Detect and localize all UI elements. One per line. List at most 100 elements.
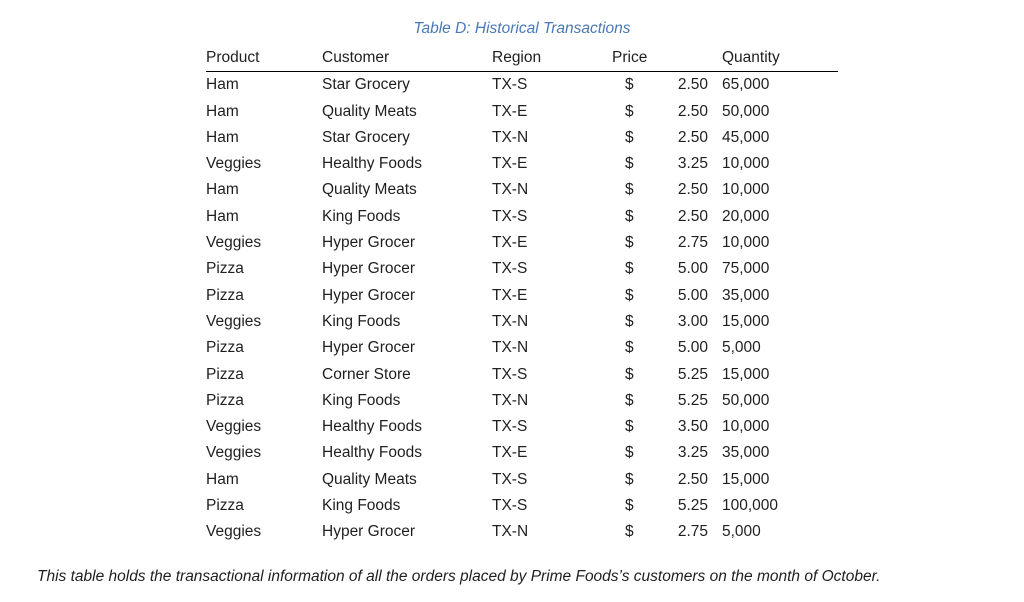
cell-region: TX-E: [492, 286, 528, 304]
currency-symbol: $: [625, 365, 634, 383]
currency-symbol: $: [625, 391, 634, 409]
cell-region: TX-S: [492, 365, 528, 383]
cell-customer: Quality Meats: [322, 181, 417, 199]
cell-customer: Quality Meats: [322, 470, 417, 488]
currency-symbol: $: [625, 286, 634, 304]
table-row: Ham Quality Meats TX-S $ 2.50 15,000: [206, 467, 838, 493]
cell-product: Veggies: [206, 312, 262, 330]
cell-customer: Hyper Grocer: [322, 260, 416, 278]
table-row: Veggies Hyper Grocer TX-E $ 2.75 10,000: [206, 230, 838, 256]
cell-product: Veggies: [206, 418, 262, 436]
cell-region: TX-S: [492, 76, 528, 94]
price-value: 2.50: [677, 128, 708, 146]
price-value: 3.25: [677, 444, 708, 462]
cell-region: TX-S: [492, 418, 528, 436]
cell-product: Ham: [206, 207, 239, 225]
cell-product: Ham: [206, 76, 239, 94]
cell-quantity: 65,000: [722, 76, 770, 94]
currency-symbol: $: [625, 181, 634, 199]
cell-quantity: 50,000: [722, 102, 770, 120]
cell-product: Veggies: [206, 155, 262, 173]
price-value: 5.00: [677, 260, 708, 278]
cell-price: $ 2.50: [612, 72, 722, 99]
table-row: Ham Star Grocery TX-S $ 2.50 65,000: [206, 72, 838, 99]
table-row: Pizza Hyper Grocer TX-E $ 5.00 35,000: [206, 283, 838, 309]
cell-product: Veggies: [206, 523, 262, 541]
cell-customer: Star Grocery: [322, 128, 410, 146]
table-row: Veggies Healthy Foods TX-E $ 3.25 35,000: [206, 440, 838, 466]
cell-customer: Star Grocery: [322, 76, 410, 94]
cell-product: Pizza: [206, 497, 244, 515]
table-row: Pizza Hyper Grocer TX-N $ 5.00 5,000: [206, 335, 838, 361]
currency-symbol: $: [625, 102, 634, 120]
table-title: Table D: Historical Transactions: [413, 20, 631, 37]
cell-product: Pizza: [206, 260, 244, 278]
table-row: Veggies Healthy Foods TX-E $ 3.25 10,000: [206, 151, 838, 177]
cell-price: $ 2.50: [612, 99, 722, 125]
cell-customer: Healthy Foods: [322, 155, 422, 173]
cell-region: TX-S: [492, 470, 528, 488]
cell-quantity: 10,000: [722, 181, 770, 199]
column-header-region: Region: [492, 45, 612, 73]
cell-customer: Healthy Foods: [322, 444, 422, 462]
cell-product: Veggies: [206, 444, 262, 462]
cell-region: TX-N: [492, 523, 529, 541]
cell-region: TX-S: [492, 260, 528, 278]
currency-symbol: $: [625, 523, 634, 541]
price-value: 2.50: [677, 76, 708, 94]
table-row: Ham Quality Meats TX-E $ 2.50 50,000: [206, 99, 838, 125]
cell-customer: Hyper Grocer: [322, 339, 416, 357]
currency-symbol: $: [625, 207, 634, 225]
cell-price: $ 5.00: [612, 335, 722, 361]
cell-quantity: 5,000: [722, 523, 761, 541]
cell-product: Ham: [206, 470, 239, 488]
cell-region: TX-N: [492, 339, 529, 357]
price-value: 5.00: [677, 339, 708, 357]
currency-symbol: $: [625, 339, 634, 357]
currency-symbol: $: [625, 497, 634, 515]
price-value: 2.75: [677, 523, 708, 541]
cell-customer: Hyper Grocer: [322, 523, 416, 541]
cell-product: Ham: [206, 128, 239, 146]
table-row: Veggies King Foods TX-N $ 3.00 15,000: [206, 309, 838, 335]
currency-symbol: $: [625, 234, 634, 252]
cell-quantity: 15,000: [722, 312, 770, 330]
cell-quantity: 35,000: [722, 444, 770, 462]
cell-price: $ 3.25: [612, 151, 722, 177]
price-value: 5.25: [677, 365, 708, 383]
currency-symbol: $: [625, 418, 634, 436]
price-value: 2.50: [677, 470, 708, 488]
cell-quantity: 5,000: [722, 339, 761, 357]
cell-quantity: 15,000: [722, 365, 770, 383]
cell-region: TX-E: [492, 155, 528, 173]
table-row: Pizza King Foods TX-S $ 5.25 100,000: [206, 493, 838, 519]
currency-symbol: $: [625, 444, 634, 462]
cell-price: $ 2.75: [612, 519, 722, 545]
cell-region: TX-E: [492, 234, 528, 252]
cell-quantity: 10,000: [722, 234, 770, 252]
currency-symbol: $: [625, 128, 634, 146]
cell-product: Pizza: [206, 286, 244, 304]
currency-symbol: $: [625, 312, 634, 330]
cell-price: $ 5.25: [612, 388, 722, 414]
cell-product: Veggies: [206, 234, 262, 252]
price-value: 5.25: [677, 497, 708, 515]
price-value: 2.50: [677, 102, 708, 120]
price-value: 3.00: [677, 312, 708, 330]
cell-price: $ 2.50: [612, 204, 722, 230]
price-value: 3.50: [677, 418, 708, 436]
table-row: Veggies Healthy Foods TX-S $ 3.50 10,000: [206, 414, 838, 440]
table-caption: This table holds the transactional infor…: [37, 568, 881, 585]
cell-customer: Healthy Foods: [322, 418, 422, 436]
table-row: Veggies Hyper Grocer TX-N $ 2.75 5,000: [206, 519, 838, 545]
column-header-quantity: Quantity: [722, 45, 838, 73]
cell-price: $ 5.00: [612, 256, 722, 282]
cell-customer: Hyper Grocer: [322, 234, 416, 252]
currency-symbol: $: [625, 260, 634, 278]
cell-customer: Hyper Grocer: [322, 286, 416, 304]
price-value: 3.25: [677, 155, 708, 173]
cell-customer: King Foods: [322, 497, 401, 515]
currency-symbol: $: [625, 76, 634, 94]
table-row: Ham Quality Meats TX-N $ 2.50 10,000: [206, 177, 838, 203]
currency-symbol: $: [625, 155, 634, 173]
